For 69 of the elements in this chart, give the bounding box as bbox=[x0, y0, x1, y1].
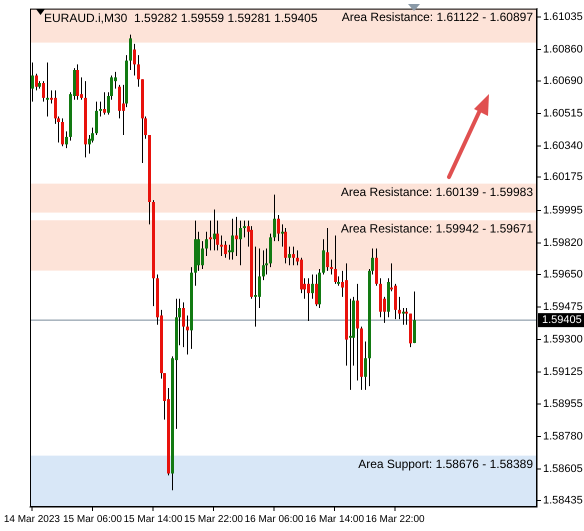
candlestick bbox=[262, 250, 265, 281]
y-tick-label: 1.60860 bbox=[543, 44, 583, 56]
candlestick bbox=[405, 308, 408, 326]
y-tick-label: 1.58605 bbox=[543, 462, 583, 475]
candlestick bbox=[186, 314, 189, 356]
candlestick bbox=[364, 340, 367, 390]
chart-title: EURAUD.i,M30 1.59282 1.59559 1.59281 1.59405 bbox=[44, 10, 318, 25]
candlestick bbox=[273, 194, 276, 242]
candlestick bbox=[398, 296, 401, 320]
x-tick-label: 15 Mar 06:00 bbox=[62, 514, 122, 525]
candlestick bbox=[205, 231, 208, 256]
y-tick-label: 1.61035 bbox=[543, 11, 583, 23]
candlestick bbox=[307, 278, 310, 322]
y-tick-label: 1.60175 bbox=[543, 170, 583, 183]
candlestick bbox=[402, 308, 405, 326]
candlestick bbox=[235, 216, 238, 256]
candlestick bbox=[330, 259, 333, 276]
candlestick bbox=[103, 92, 106, 116]
band-label: Area Resistance: 1.59942 - 1.59671 bbox=[340, 222, 534, 236]
candlestick bbox=[413, 290, 416, 344]
y-tick-label: 1.59125 bbox=[543, 366, 583, 378]
candlestick bbox=[326, 228, 329, 272]
candlestick bbox=[277, 214, 280, 242]
candlestick bbox=[239, 220, 242, 266]
candlestick bbox=[201, 240, 204, 270]
candlestick bbox=[288, 246, 291, 266]
candlestick bbox=[311, 274, 314, 300]
y-tick-label: 1.60515 bbox=[543, 108, 583, 120]
candlestick bbox=[231, 218, 234, 260]
candlestick bbox=[42, 80, 45, 102]
candlestick bbox=[129, 34, 132, 70]
candlestick bbox=[334, 234, 337, 284]
y-tick-label: 1.60340 bbox=[543, 140, 583, 152]
x-tick-label: 15 Mar 14:00 bbox=[124, 514, 183, 525]
y-tick-label: 1.59650 bbox=[543, 268, 583, 281]
candlestick bbox=[99, 101, 102, 117]
band-label: Area Support: 1.58676 - 1.58389 bbox=[358, 456, 534, 471]
y-tick-label: 1.59475 bbox=[543, 301, 583, 314]
x-tick-label: 16 Mar 06:00 bbox=[244, 514, 304, 525]
ref-line-label: 1.59405 bbox=[542, 314, 582, 326]
band-label: Area Resistance: 1.61122 - 1.60897 bbox=[342, 10, 534, 24]
y-tick-label: 1.60690 bbox=[543, 75, 583, 88]
x-tick-label: 15 Mar 22:00 bbox=[184, 514, 244, 525]
candlestick bbox=[65, 130, 68, 149]
y-tick-label: 1.58435 bbox=[543, 494, 583, 507]
candlestick bbox=[182, 302, 185, 348]
band-label: Area Resistance: 1.60139 - 1.59983 bbox=[340, 184, 534, 199]
candlestick bbox=[243, 220, 246, 238]
y-tick-label: 1.58780 bbox=[543, 430, 583, 442]
candlestick bbox=[35, 73, 38, 91]
y-tick-label: 1.59995 bbox=[543, 204, 583, 216]
x-tick-label: 16 Mar 22:00 bbox=[366, 514, 426, 525]
candlestick bbox=[254, 246, 257, 328]
candlestick bbox=[137, 54, 140, 88]
candlestick bbox=[322, 238, 325, 276]
x-tick-label: 14 Mar 2023 bbox=[4, 514, 60, 525]
candlestick bbox=[292, 246, 295, 266]
candlestick bbox=[224, 240, 227, 258]
y-tick-label: 1.59820 bbox=[543, 236, 583, 249]
candlestick bbox=[213, 208, 216, 251]
candlestick bbox=[61, 118, 64, 147]
x-tick-label: 16 Mar 14:00 bbox=[305, 514, 364, 525]
candlestick bbox=[315, 274, 318, 307]
candlestick bbox=[349, 298, 352, 390]
candlestick bbox=[258, 248, 261, 309]
y-tick-label: 1.59300 bbox=[543, 334, 583, 346]
y-tick-label: 1.58955 bbox=[543, 398, 583, 410]
candlestick bbox=[95, 101, 98, 136]
candlestick bbox=[133, 43, 136, 76]
